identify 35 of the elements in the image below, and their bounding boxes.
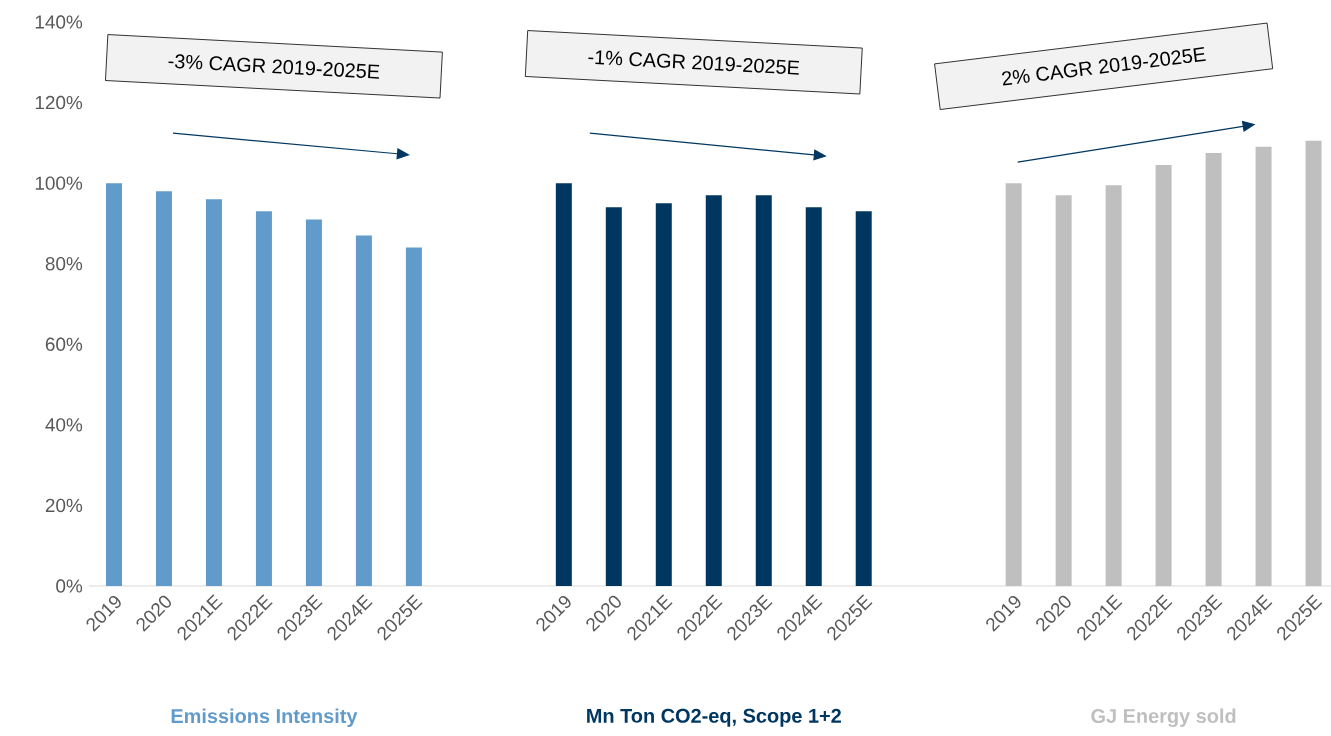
- bar: [255, 211, 272, 586]
- bar: [1305, 140, 1322, 586]
- bar: [605, 207, 622, 586]
- y-tick-label: 140%: [35, 15, 83, 29]
- y-tick-label: 60%: [45, 337, 83, 351]
- bar: [1055, 195, 1072, 586]
- bar: [705, 195, 722, 586]
- bar: [855, 211, 872, 586]
- annotation: -3% CAGR 2019-2025E: [168, 54, 380, 79]
- bar: [405, 247, 422, 586]
- bar: [1155, 165, 1172, 586]
- bar: [305, 219, 322, 586]
- bar: [1205, 152, 1222, 586]
- y-tick-label: 20%: [45, 498, 83, 513]
- text: Emissions Intensity: [171, 708, 358, 728]
- text: Mn Ton CO2-eq, Scope 1+2: [587, 708, 841, 727]
- y-tick-label: 120%: [35, 95, 83, 110]
- annotation: 2% CAGR 2019-2025E: [1002, 47, 1206, 86]
- bar: [755, 195, 772, 586]
- y-tick-label: 40%: [45, 418, 83, 432]
- bar: [1255, 146, 1272, 586]
- bar: [805, 207, 822, 586]
- y-tick-label: 0%: [56, 579, 83, 593]
- annotation: -1% CAGR 2019-2025E: [588, 50, 800, 75]
- y-tick-label: 100%: [35, 176, 83, 190]
- bar: [155, 191, 172, 586]
- bar: [555, 183, 572, 586]
- bar: [655, 203, 672, 586]
- bar: [1005, 183, 1022, 586]
- text: GJ Energy sold: [1091, 708, 1236, 728]
- bar: [205, 199, 222, 586]
- bar: [1105, 185, 1122, 586]
- bar: [355, 235, 372, 586]
- y-tick-label: 80%: [45, 257, 83, 271]
- bar: [105, 183, 122, 586]
